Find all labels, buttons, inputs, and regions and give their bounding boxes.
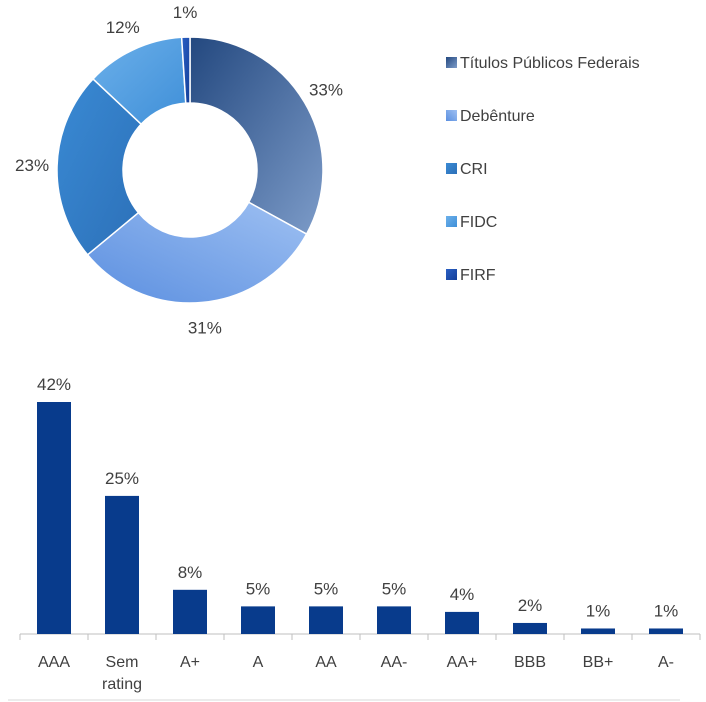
legend-swatch: [446, 163, 457, 174]
legend-label: Debênture: [460, 108, 535, 125]
legend-item-firf: FIRF: [446, 267, 496, 284]
x-tick-label-bbb: BBB: [514, 654, 546, 671]
bar-a: [173, 590, 207, 634]
donut-data-label-debenture: 31%: [188, 318, 222, 337]
bar-aa: [445, 612, 479, 634]
bar-sem-rating: [105, 496, 139, 634]
bar-a: [649, 628, 683, 634]
legend-label: CRI: [460, 161, 488, 178]
legend-swatch: [446, 269, 457, 280]
bar-data-label-sem-rating: 25%: [105, 469, 139, 488]
legend: Títulos Públicos Federais Debênture CRI FID…: [446, 55, 640, 284]
legend-label: FIRF: [460, 267, 496, 284]
donut-data-label-firf: 1%: [173, 3, 198, 22]
x-tick-label-sem-rating: rating: [102, 676, 142, 693]
bar-data-label-bb: 1%: [586, 601, 611, 620]
bar-bb: [581, 628, 615, 634]
x-tick-label-aaa: AAA: [38, 654, 70, 671]
donut-data-label-fidc: 12%: [106, 18, 140, 37]
legend-item-fidc: FIDC: [446, 214, 497, 231]
legend-label: Títulos Públicos Federais: [460, 55, 640, 72]
x-tick-label-aa: AA+: [447, 654, 478, 671]
legend-item-cri: CRI: [446, 161, 488, 178]
donut-chart: [57, 37, 323, 303]
x-tick-label-bb: BB+: [583, 654, 614, 671]
bar-data-label-aa: 4%: [450, 585, 475, 604]
donut-data-label-titulos-publicos-federais: 33%: [309, 81, 343, 100]
x-tick-label-a: A+: [180, 654, 200, 671]
legend-item-debenture: Debênture: [446, 108, 535, 125]
bar-data-label-a: 1%: [654, 601, 679, 620]
bar-chart: 42% AAA 25% Sem rating 8% A+ 5% A 5% AA 5% AA- 4% AA+ 2…: [8, 375, 700, 700]
x-tick-label-aa: AA-: [381, 654, 408, 671]
bar-data-label-bbb: 2%: [518, 596, 543, 615]
legend-swatch: [446, 110, 457, 121]
legend-item-titulos-publicos-federais: Títulos Públicos Federais: [446, 55, 640, 72]
legend-swatch: [446, 57, 457, 68]
legend-label: FIDC: [460, 214, 497, 231]
bar-aa: [309, 606, 343, 634]
bar-data-label-aaa: 42%: [37, 375, 71, 394]
donut-data-label-cri: 23%: [15, 156, 49, 175]
bar-bbb: [513, 623, 547, 634]
donut-slice-titulos-publicos-federais: [190, 37, 323, 234]
bar-data-label-a: 5%: [246, 579, 271, 598]
x-tick-label-a: A-: [658, 654, 674, 671]
bar-a: [241, 606, 275, 634]
bar-data-label-aa: 5%: [382, 579, 407, 598]
bar-aaa: [37, 402, 71, 634]
x-tick-label-a: A: [253, 654, 264, 671]
bar-aa: [377, 606, 411, 634]
bar-data-label-aa: 5%: [314, 579, 339, 598]
x-tick-label-aa: AA: [315, 654, 337, 671]
legend-swatch: [446, 216, 457, 227]
x-tick-label-sem-rating: Sem: [106, 654, 139, 671]
bar-data-label-a: 8%: [178, 563, 203, 582]
